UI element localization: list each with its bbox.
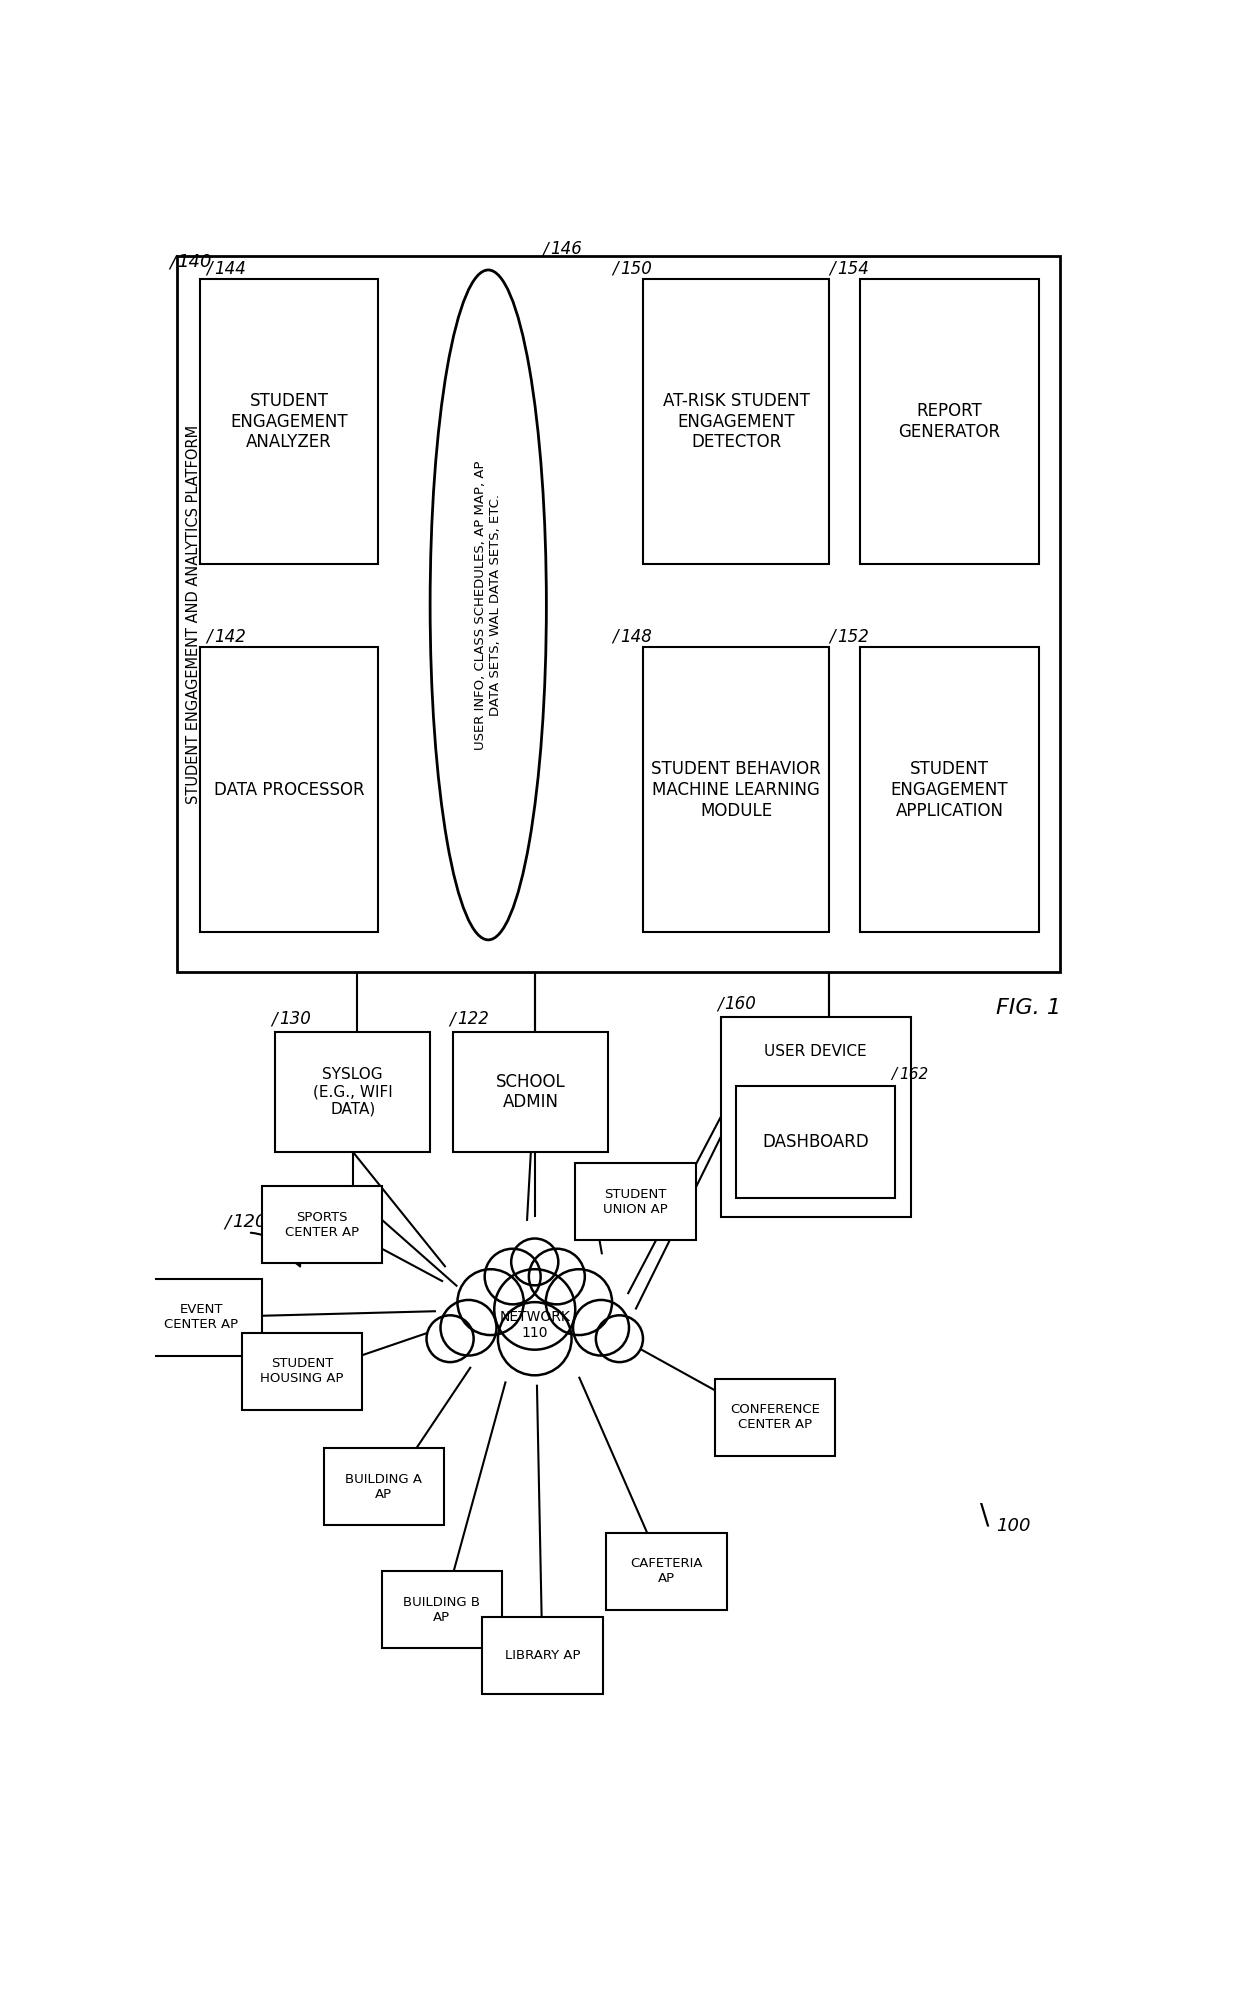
Text: USER DEVICE: USER DEVICE bbox=[764, 1044, 867, 1058]
Text: /: / bbox=[830, 259, 835, 277]
Circle shape bbox=[546, 1270, 613, 1335]
Text: /: / bbox=[613, 259, 618, 277]
Text: 154: 154 bbox=[837, 259, 869, 277]
FancyBboxPatch shape bbox=[606, 1533, 727, 1610]
Text: /: / bbox=[169, 253, 175, 271]
Circle shape bbox=[498, 1301, 572, 1375]
Text: SPORTS
CENTER AP: SPORTS CENTER AP bbox=[284, 1212, 358, 1240]
Text: DASHBOARD: DASHBOARD bbox=[763, 1132, 869, 1152]
FancyBboxPatch shape bbox=[737, 1086, 895, 1198]
Circle shape bbox=[440, 1299, 496, 1355]
Text: 162: 162 bbox=[899, 1068, 929, 1082]
Text: 122: 122 bbox=[458, 1010, 489, 1028]
Text: LIBRARY AP: LIBRARY AP bbox=[505, 1650, 580, 1662]
FancyBboxPatch shape bbox=[482, 1618, 603, 1694]
Text: \: \ bbox=[980, 1503, 990, 1531]
FancyBboxPatch shape bbox=[242, 1333, 362, 1409]
Text: NETWORK: NETWORK bbox=[500, 1309, 570, 1323]
Circle shape bbox=[511, 1238, 558, 1285]
Text: /: / bbox=[717, 995, 723, 1012]
Circle shape bbox=[529, 1250, 585, 1303]
FancyBboxPatch shape bbox=[200, 279, 378, 564]
Circle shape bbox=[427, 1315, 474, 1361]
Circle shape bbox=[495, 1270, 575, 1349]
Text: BUILDING A
AP: BUILDING A AP bbox=[345, 1473, 422, 1501]
FancyBboxPatch shape bbox=[275, 1032, 430, 1152]
Text: 144: 144 bbox=[215, 259, 246, 277]
Text: /: / bbox=[892, 1068, 897, 1082]
Text: 120: 120 bbox=[233, 1214, 267, 1232]
Text: 130: 130 bbox=[279, 1010, 311, 1028]
Text: CAFETERIA
AP: CAFETERIA AP bbox=[630, 1557, 703, 1584]
Text: 110: 110 bbox=[522, 1325, 548, 1339]
FancyBboxPatch shape bbox=[644, 648, 830, 933]
FancyBboxPatch shape bbox=[861, 279, 1039, 564]
Text: STUDENT BEHAVIOR
MACHINE LEARNING
MODULE: STUDENT BEHAVIOR MACHINE LEARNING MODULE bbox=[651, 759, 821, 819]
Text: CONFERENCE
CENTER AP: CONFERENCE CENTER AP bbox=[730, 1403, 820, 1431]
Text: EVENT
CENTER AP: EVENT CENTER AP bbox=[165, 1303, 238, 1331]
FancyBboxPatch shape bbox=[262, 1186, 382, 1264]
Text: SYSLOG
(E.G., WIFI
DATA): SYSLOG (E.G., WIFI DATA) bbox=[312, 1066, 393, 1116]
Text: 152: 152 bbox=[837, 628, 869, 646]
Text: AT-RISK STUDENT
ENGAGEMENT
DETECTOR: AT-RISK STUDENT ENGAGEMENT DETECTOR bbox=[663, 393, 810, 452]
FancyBboxPatch shape bbox=[176, 255, 1060, 973]
Text: /: / bbox=[449, 1010, 455, 1028]
Text: STUDENT
HOUSING AP: STUDENT HOUSING AP bbox=[260, 1357, 343, 1385]
FancyBboxPatch shape bbox=[715, 1379, 835, 1455]
Text: STUDENT
UNION AP: STUDENT UNION AP bbox=[603, 1188, 668, 1216]
Circle shape bbox=[485, 1250, 541, 1303]
Text: STUDENT
ENGAGEMENT
ANALYZER: STUDENT ENGAGEMENT ANALYZER bbox=[231, 393, 348, 452]
Text: /: / bbox=[206, 259, 212, 277]
Text: /: / bbox=[206, 628, 212, 646]
Circle shape bbox=[596, 1315, 644, 1361]
FancyBboxPatch shape bbox=[382, 1570, 502, 1648]
FancyBboxPatch shape bbox=[575, 1164, 696, 1240]
Text: SCHOOL
ADMIN: SCHOOL ADMIN bbox=[496, 1072, 565, 1112]
FancyBboxPatch shape bbox=[141, 1280, 262, 1355]
Text: /: / bbox=[224, 1214, 231, 1232]
Text: 150: 150 bbox=[620, 259, 652, 277]
Text: USER INFO, CLASS SCHEDULES, AP MAP, AP
DATA SETS, WAL DATA SETS, ETC.: USER INFO, CLASS SCHEDULES, AP MAP, AP D… bbox=[474, 460, 502, 749]
Circle shape bbox=[573, 1299, 629, 1355]
Text: 146: 146 bbox=[551, 241, 582, 259]
Text: 148: 148 bbox=[620, 628, 652, 646]
Text: /: / bbox=[272, 1010, 277, 1028]
FancyBboxPatch shape bbox=[200, 648, 378, 933]
FancyBboxPatch shape bbox=[454, 1032, 609, 1152]
Text: 140: 140 bbox=[176, 253, 211, 271]
FancyBboxPatch shape bbox=[324, 1449, 444, 1525]
Text: /: / bbox=[543, 241, 548, 259]
Text: 160: 160 bbox=[724, 995, 756, 1012]
Text: BUILDING B
AP: BUILDING B AP bbox=[403, 1596, 480, 1624]
Text: /: / bbox=[830, 628, 835, 646]
Text: 142: 142 bbox=[215, 628, 246, 646]
Text: 100: 100 bbox=[996, 1517, 1030, 1535]
Text: STUDENT ENGAGEMENT AND ANALYTICS PLATFORM: STUDENT ENGAGEMENT AND ANALYTICS PLATFOR… bbox=[186, 425, 201, 803]
Text: DATA PROCESSOR: DATA PROCESSOR bbox=[213, 781, 365, 799]
Text: REPORT
GENERATOR: REPORT GENERATOR bbox=[898, 403, 1001, 440]
Text: FIG. 1: FIG. 1 bbox=[996, 998, 1061, 1018]
Text: /: / bbox=[613, 628, 618, 646]
Text: STUDENT
ENGAGEMENT
APPLICATION: STUDENT ENGAGEMENT APPLICATION bbox=[890, 759, 1008, 819]
FancyBboxPatch shape bbox=[720, 1016, 910, 1218]
FancyBboxPatch shape bbox=[861, 648, 1039, 933]
FancyBboxPatch shape bbox=[644, 279, 830, 564]
Circle shape bbox=[458, 1270, 523, 1335]
